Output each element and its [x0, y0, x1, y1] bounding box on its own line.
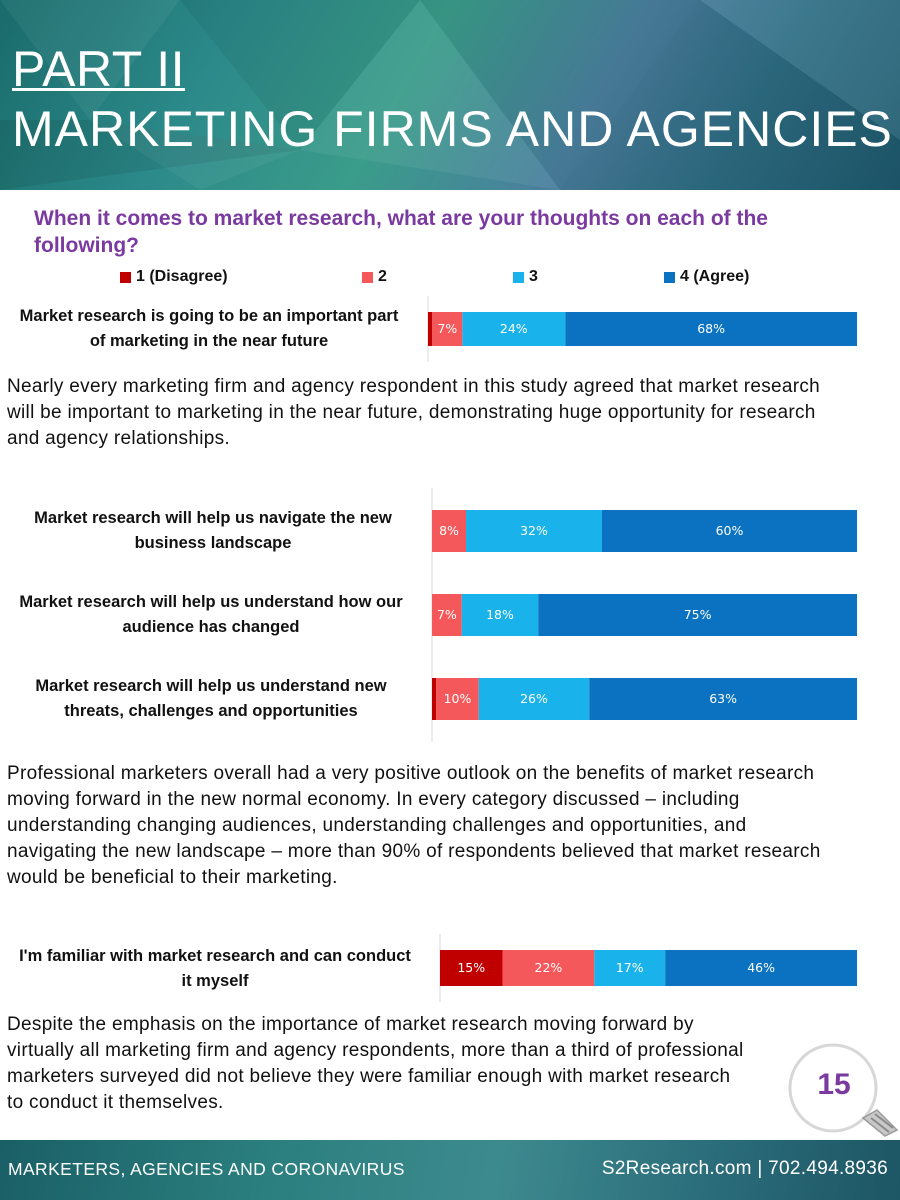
paragraph-outlook: Professional marketers overall had a ver…: [7, 763, 821, 888]
bar-row4-series1: [432, 678, 437, 720]
bar-row5-series1: [440, 950, 503, 986]
row-label-3: Market research will help us understand …: [4, 590, 418, 640]
row-label-5-line1: I'm familiar with market research and ca…: [19, 947, 411, 965]
footer-banner: MARKETERS, AGENCIES AND CORONAVIRUS S2Re…: [0, 1140, 900, 1200]
data-label-row5-series1: 15%: [457, 960, 485, 975]
part-title: PART II: [12, 41, 186, 97]
bar-row5-series4: [665, 950, 857, 986]
paragraph-familiarity: Despite the emphasis on the importance o…: [7, 1014, 744, 1113]
data-label-row2-series4: 60%: [716, 523, 744, 538]
row-label-2-line1: Market research will help us navigate th…: [34, 509, 392, 527]
row-label-2: Market research will help us navigate th…: [6, 506, 420, 556]
legend-swatch-4: [664, 271, 675, 283]
data-label-row3-series2: 7%: [437, 607, 457, 622]
legend-entry-3: 3: [513, 268, 538, 286]
paragraph-importance: Nearly every marketing firm and agency r…: [7, 376, 821, 449]
row-label-1-line2: of marketing in the near future: [89, 332, 329, 350]
row-label-1: Market research is going to be an import…: [4, 304, 414, 354]
bar-row3-series3: [461, 594, 539, 636]
legend-entry-4: 4 (Agree): [664, 268, 749, 286]
section-title: MARKETING FIRMS AND AGENCIES: [12, 101, 893, 157]
bar-row1-series4: [565, 312, 857, 346]
header-background-pattern: [0, 0, 900, 190]
data-label-row5-series4: 46%: [747, 960, 775, 975]
legend-label-2: 2: [378, 268, 387, 285]
legend-swatch-1: [120, 271, 131, 283]
data-label-row1-series2: 7%: [437, 321, 457, 336]
data-label-row2-series2: 8%: [439, 523, 459, 538]
row-label-5-line2: it myself: [181, 972, 249, 990]
bar-row5-series2: [502, 950, 595, 986]
bar-row1-series2: [432, 312, 463, 346]
row-label-3-line1: Market research will help us understand …: [19, 593, 403, 611]
legend-entry-2: 2: [362, 268, 387, 286]
bar-row1-series3: [462, 312, 566, 346]
legend-swatch-3: [513, 271, 524, 283]
data-label-row5-series2: 22%: [535, 960, 563, 975]
bar-row5-series3: [594, 950, 666, 986]
stacked-bar-chart: 7% 24% 68% 8% 32% 60% 7% 18% 75% 10% 26% 63% 15% 22% 1…: [427, 296, 857, 1002]
bar-row2-series3: [466, 510, 602, 552]
row-label-4: Market research will help us understand …: [4, 674, 418, 724]
legend-label-4: 4 (Agree): [680, 268, 750, 285]
bar-row2-series2: [432, 510, 466, 552]
data-label-row2-series3: 32%: [520, 523, 548, 538]
bar-row2-series4: [602, 510, 857, 552]
row-label-4-line2: threats, challenges and opportunities: [64, 702, 358, 720]
legend-swatch-2: [362, 271, 373, 283]
row-label-4-line1: Market research will help us understand …: [35, 677, 387, 695]
bar-row4-series2: [436, 678, 479, 720]
page-number: 15: [817, 1068, 851, 1101]
data-label-row1-series3: 24%: [500, 321, 528, 336]
data-label-row3-series4: 75%: [684, 607, 712, 622]
data-label-row4-series4: 63%: [709, 691, 737, 706]
footer-contact: S2Research.com | 702.494.8936: [601, 1158, 888, 1179]
chart-legend: 1 (Disagree) 2 3 4 (Agree): [120, 268, 820, 290]
data-label-row1-series4: 68%: [697, 321, 725, 336]
row-label-2-line2: business landscape: [134, 534, 292, 552]
legend-entry-1: 1 (Disagree): [120, 268, 228, 286]
bar-row4-series4: [589, 678, 857, 720]
bar-row3-series4: [538, 594, 857, 636]
lightbulb-icon: [788, 1043, 899, 1137]
footer-report-title: MARKETERS, AGENCIES AND CORONAVIRUS: [8, 1159, 405, 1179]
row-label-1-line1: Market research is going to be an import…: [19, 307, 399, 325]
data-label-row4-series2: 10%: [444, 691, 472, 706]
row-label-5: I'm familiar with market research and ca…: [4, 944, 426, 994]
data-label-row3-series3: 18%: [486, 607, 514, 622]
bar-row4-series3: [478, 678, 590, 720]
bar-row3-series2: [432, 594, 462, 636]
bar-row1-series1: [428, 312, 433, 346]
survey-question: When it comes to market research, what a…: [34, 207, 768, 257]
row-label-3-line2: audience has changed: [122, 618, 300, 636]
header-banner: PART II MARKETING FIRMS AND AGENCIES: [0, 0, 900, 190]
data-label-row4-series3: 26%: [520, 691, 548, 706]
data-label-row5-series3: 17%: [616, 960, 644, 975]
legend-label-1: 1 (Disagree): [136, 268, 228, 285]
legend-label-3: 3: [529, 268, 538, 285]
